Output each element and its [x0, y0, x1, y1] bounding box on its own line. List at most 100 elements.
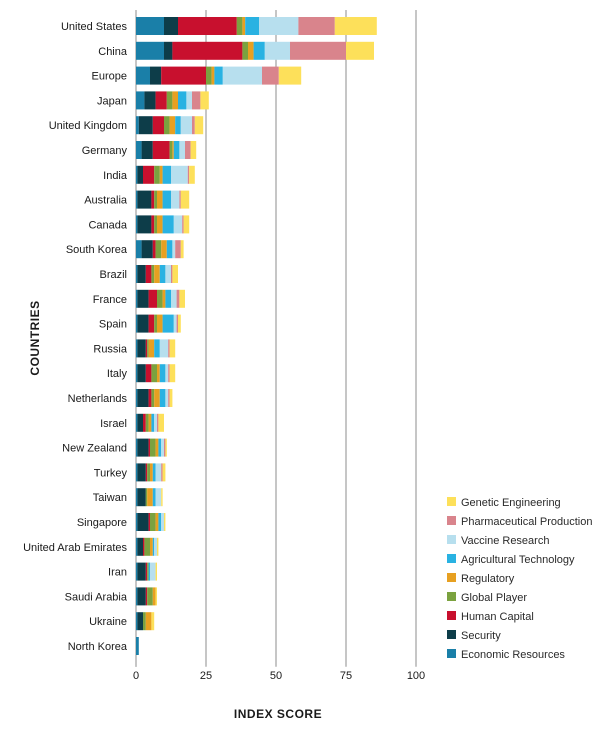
bar-segment — [182, 215, 184, 234]
bar-segment — [165, 389, 169, 407]
bar-segment — [141, 240, 153, 259]
bar-segment — [137, 612, 143, 631]
bar-segment — [200, 91, 209, 110]
x-tick-label: 100 — [407, 670, 425, 682]
bar-segment — [165, 289, 171, 308]
bar-segment — [136, 488, 138, 507]
bar-segment — [166, 91, 173, 110]
bar-segment — [248, 41, 254, 60]
bar-segment — [158, 438, 162, 457]
bar-segment — [176, 314, 178, 333]
bar-segment — [162, 289, 166, 308]
bar-segment — [136, 537, 138, 556]
bar-segment — [168, 389, 170, 407]
bar-segment — [165, 364, 169, 383]
bar-segment — [180, 116, 192, 135]
x-tick-label: 25 — [200, 670, 212, 682]
bar-segment — [242, 17, 246, 35]
x-tick-label: 75 — [340, 670, 352, 682]
bar-segment — [136, 587, 138, 606]
bar-segment — [180, 240, 184, 259]
bar-segment — [176, 289, 180, 308]
bar-segment — [290, 41, 346, 60]
bar-segment — [136, 265, 138, 283]
bar-segment — [242, 41, 248, 60]
bar-segment — [165, 438, 167, 457]
bar-segment — [148, 289, 157, 308]
bar-segment — [161, 463, 163, 482]
bar-segment — [155, 240, 162, 259]
bar-segment — [161, 240, 167, 259]
bar-segment — [157, 537, 159, 556]
bar-segment — [136, 314, 138, 333]
bar-segment — [137, 215, 152, 234]
bar-segment — [151, 265, 155, 283]
bar-segment — [151, 190, 155, 209]
legend-swatch — [447, 592, 456, 601]
bar-segment — [262, 66, 279, 85]
bar-segment — [155, 438, 159, 457]
bar-segment — [151, 215, 155, 234]
legend-swatch — [447, 611, 456, 620]
bars — [136, 17, 377, 655]
bar-segment — [136, 637, 139, 655]
bar-segment — [157, 413, 159, 432]
bar-segment — [137, 289, 149, 308]
bar-segment — [155, 488, 162, 507]
bar-segment — [148, 513, 150, 531]
bar-segment — [150, 562, 156, 581]
bar-segment — [143, 413, 146, 432]
bar-segment — [157, 215, 163, 234]
bar-segment — [147, 488, 153, 507]
bar-segment — [157, 314, 163, 333]
legend-label: Global Player — [461, 592, 527, 604]
bar-segment — [259, 17, 299, 35]
bar-segment — [173, 314, 177, 333]
bar-segment — [148, 438, 150, 457]
bar-segment — [173, 141, 180, 159]
bar-segment — [178, 314, 181, 333]
category-label: Netherlands — [68, 393, 128, 405]
bar-segment — [148, 413, 152, 432]
bar-segment — [151, 364, 157, 383]
bar-segment — [151, 389, 155, 407]
bar-segment — [150, 463, 153, 482]
bar-segment — [136, 562, 138, 581]
bar-segment — [171, 265, 173, 283]
bar-segment — [143, 537, 145, 556]
bar-segment — [236, 17, 243, 35]
bar-segment — [154, 389, 160, 407]
legend: Genetic Engineering Pharmaceutical Produc… — [447, 497, 592, 661]
bar-segment — [166, 240, 173, 259]
bar-segment — [192, 91, 201, 110]
bar-segment — [137, 339, 146, 358]
bar-segment — [159, 389, 166, 407]
bar-segment — [155, 91, 167, 110]
bar-segment — [145, 364, 152, 383]
bar-segment — [164, 17, 178, 35]
bar-segment — [159, 339, 169, 358]
legend-label: Genetic Engineering — [461, 497, 561, 509]
bar-segment — [137, 413, 143, 432]
bar-segment — [145, 463, 148, 482]
bar-segment — [162, 314, 174, 333]
category-label: Iran — [108, 567, 127, 579]
bar-segment — [162, 215, 174, 234]
category-label: Israel — [100, 418, 127, 430]
bar-segment — [278, 66, 302, 85]
bar-segment — [178, 17, 237, 35]
category-label: Saudi Arabia — [65, 591, 128, 603]
bar-segment — [136, 41, 164, 60]
legend-swatch — [447, 649, 456, 658]
bar-segment — [190, 141, 197, 159]
bar-segment — [155, 513, 159, 531]
legend-swatch — [447, 535, 456, 544]
category-label: Germany — [82, 145, 128, 157]
bar-segment — [158, 513, 162, 531]
bar-segment — [154, 265, 160, 283]
bar-segment — [165, 265, 171, 283]
bar-segment — [150, 66, 162, 85]
bar-segment — [145, 339, 148, 358]
bar-segment — [136, 612, 138, 631]
